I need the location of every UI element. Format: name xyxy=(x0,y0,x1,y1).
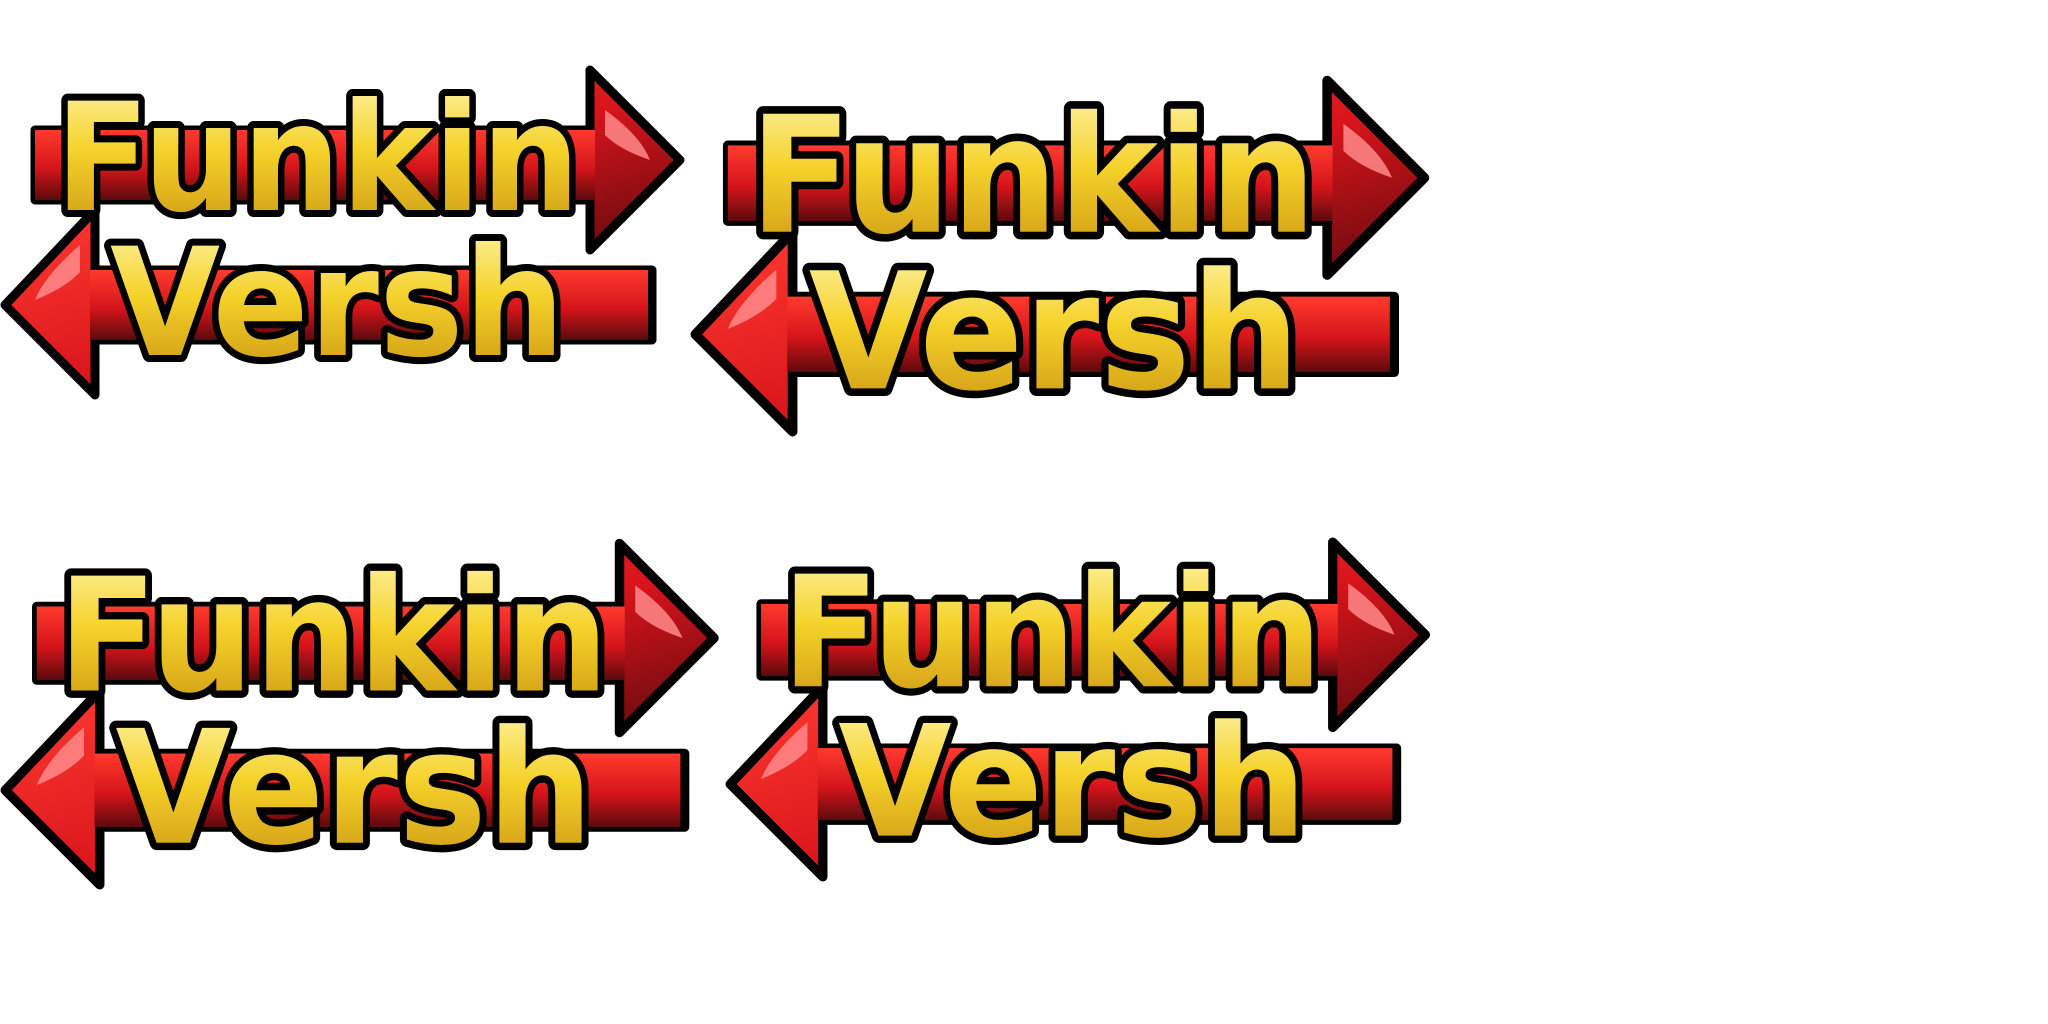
logo-line-1: Funkin xyxy=(782,544,1323,723)
left-arrow-icon xyxy=(0,685,690,890)
logo-line-2: Versh xyxy=(809,239,1300,427)
right-arrow-icon xyxy=(30,65,685,255)
logo-line-2: Versh xyxy=(838,694,1307,873)
logo-line-1: Funkin xyxy=(749,83,1316,271)
right-arrow-icon xyxy=(32,538,719,738)
left-arrow-icon xyxy=(690,226,1400,437)
logo-line-2: Versh xyxy=(115,698,593,881)
right-arrow-icon xyxy=(722,75,1430,280)
left-arrow-icon xyxy=(0,205,657,400)
right-arrow-icon xyxy=(756,537,1431,733)
logo-line-1: Funkin xyxy=(55,72,580,246)
logo-line-2: Versh xyxy=(110,217,565,391)
logo-line-1: Funkin xyxy=(58,546,609,729)
left-arrow-icon xyxy=(725,681,1402,882)
